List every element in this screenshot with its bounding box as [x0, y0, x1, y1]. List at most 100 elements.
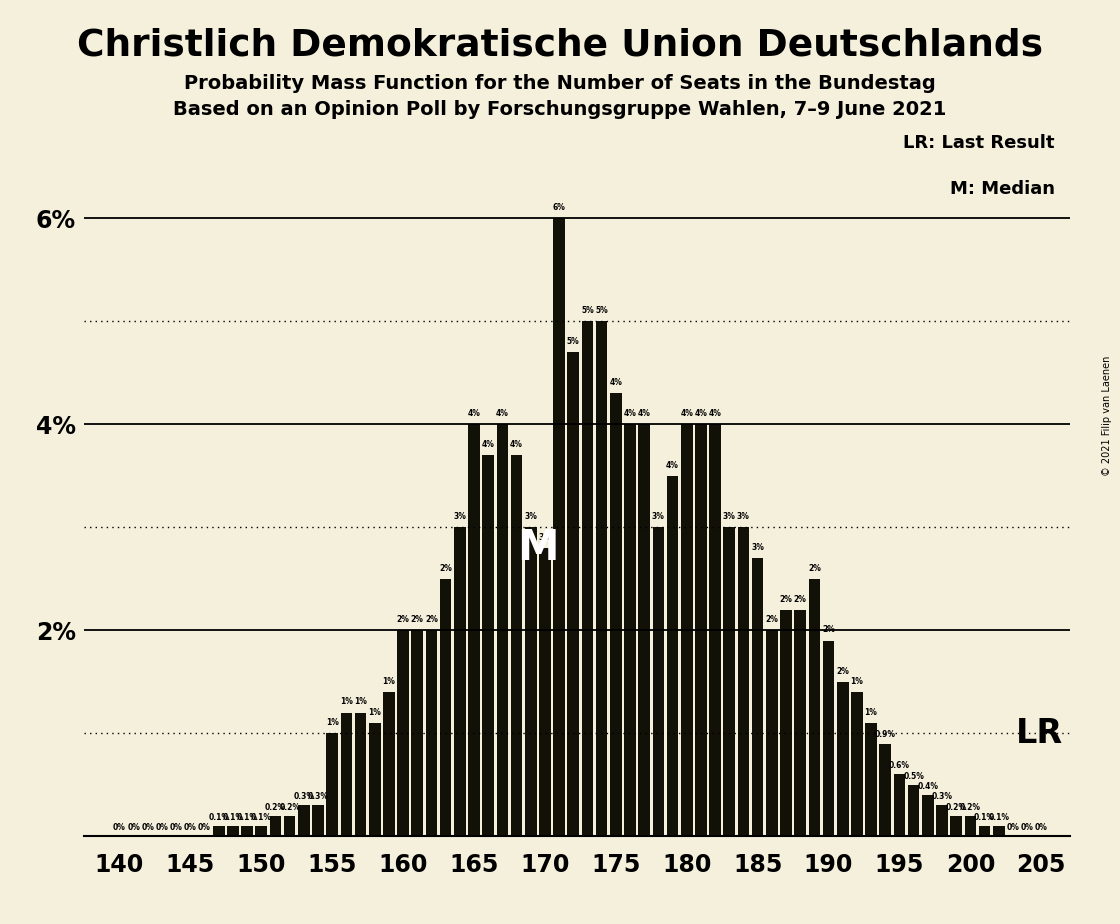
Text: 0%: 0% [141, 823, 155, 833]
Text: Probability Mass Function for the Number of Seats in the Bundestag: Probability Mass Function for the Number… [184, 74, 936, 93]
Text: 4%: 4% [482, 440, 495, 449]
Text: 0.1%: 0.1% [974, 813, 995, 821]
Bar [213, 826, 224, 836]
Bar [411, 630, 423, 836]
Text: 2%: 2% [424, 615, 438, 624]
Text: 2%: 2% [822, 626, 834, 635]
Text: 5%: 5% [595, 306, 608, 315]
Text: 0.1%: 0.1% [236, 813, 258, 821]
Text: 2%: 2% [794, 594, 806, 603]
Text: 3%: 3% [652, 512, 665, 521]
Text: 4%: 4% [496, 409, 508, 419]
Text: 5%: 5% [581, 306, 594, 315]
Text: 0.1%: 0.1% [251, 813, 272, 821]
Bar [553, 218, 564, 836]
Text: 1%: 1% [865, 708, 877, 717]
Bar [653, 528, 664, 836]
Bar [270, 816, 281, 836]
Bar [483, 456, 494, 836]
Bar [355, 712, 366, 836]
Text: 0.3%: 0.3% [932, 792, 952, 801]
Text: M: M [517, 527, 559, 569]
Text: 0.1%: 0.1% [223, 813, 243, 821]
Text: 0.3%: 0.3% [293, 792, 315, 801]
Bar [426, 630, 437, 836]
Bar [992, 826, 1005, 836]
Text: 0%: 0% [198, 823, 211, 833]
Bar [398, 630, 409, 836]
Bar [964, 816, 977, 836]
Text: 1%: 1% [339, 698, 353, 707]
Text: 4%: 4% [680, 409, 693, 419]
Text: © 2021 Filip van Laenen: © 2021 Filip van Laenen [1102, 356, 1111, 476]
Text: 3%: 3% [539, 533, 551, 541]
Bar [979, 826, 990, 836]
Text: M: Median: M: Median [950, 180, 1055, 199]
Bar [340, 712, 352, 836]
Text: 0.6%: 0.6% [889, 761, 909, 771]
Text: 1%: 1% [382, 677, 395, 686]
Bar [936, 806, 948, 836]
Text: 4%: 4% [637, 409, 651, 419]
Bar [894, 774, 905, 836]
Bar [596, 322, 607, 836]
Text: 0.2%: 0.2% [279, 803, 300, 811]
Bar [539, 548, 551, 836]
Bar [724, 528, 735, 836]
Bar [468, 424, 479, 836]
Text: 3%: 3% [752, 543, 764, 552]
Text: 2%: 2% [808, 564, 821, 573]
Text: 4%: 4% [510, 440, 523, 449]
Bar [255, 826, 267, 836]
Text: 0%: 0% [1007, 823, 1019, 833]
Text: 2%: 2% [439, 564, 452, 573]
Text: 4%: 4% [694, 409, 708, 419]
Bar [496, 424, 508, 836]
Text: 2%: 2% [765, 615, 778, 624]
Text: 1%: 1% [326, 718, 338, 727]
Text: 0.2%: 0.2% [960, 803, 981, 811]
Bar [568, 352, 579, 836]
Text: Based on an Opinion Poll by Forschungsgruppe Wahlen, 7–9 June 2021: Based on an Opinion Poll by Forschungsgr… [174, 100, 946, 119]
Bar [951, 816, 962, 836]
Text: 0%: 0% [184, 823, 197, 833]
Bar [383, 692, 394, 836]
Bar [766, 630, 777, 836]
Text: 0.9%: 0.9% [875, 731, 896, 739]
Bar [837, 682, 849, 836]
Text: 0%: 0% [1020, 823, 1034, 833]
Text: 3%: 3% [722, 512, 736, 521]
Text: LR: LR [1016, 717, 1063, 749]
Bar [922, 795, 934, 836]
Text: 0.3%: 0.3% [308, 792, 328, 801]
Text: 1%: 1% [354, 698, 367, 707]
Bar [440, 578, 451, 836]
Bar [283, 816, 296, 836]
Bar [581, 322, 594, 836]
Bar [823, 640, 834, 836]
Text: 0.1%: 0.1% [988, 813, 1009, 821]
Text: 4%: 4% [609, 378, 623, 387]
Bar [738, 528, 749, 836]
Bar [610, 394, 622, 836]
Bar [511, 456, 522, 836]
Bar [696, 424, 707, 836]
Text: 4%: 4% [467, 409, 480, 419]
Bar [709, 424, 721, 836]
Bar [866, 723, 877, 836]
Text: 0.2%: 0.2% [945, 803, 967, 811]
Text: 5%: 5% [567, 337, 580, 346]
Bar [624, 424, 636, 836]
Bar [851, 692, 862, 836]
Text: 0%: 0% [128, 823, 140, 833]
Bar [666, 476, 679, 836]
Bar [326, 734, 338, 836]
Text: 3%: 3% [737, 512, 750, 521]
Text: 2%: 2% [837, 666, 849, 675]
Text: 0.2%: 0.2% [265, 803, 286, 811]
Bar [908, 784, 920, 836]
Bar [227, 826, 239, 836]
Text: 0%: 0% [113, 823, 125, 833]
Text: 2%: 2% [411, 615, 423, 624]
Bar [681, 424, 692, 836]
